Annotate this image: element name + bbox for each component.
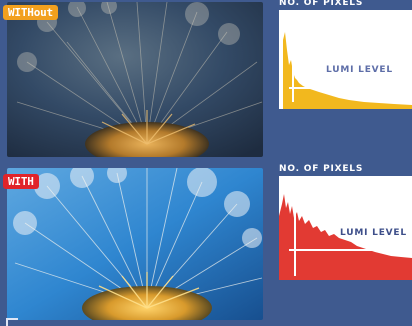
dandelion-photo-dark (7, 2, 263, 157)
histogram-with (279, 176, 412, 280)
badge-without: WITHout (3, 5, 58, 20)
histogram-ylabel-bottom: NO. OF PIXELS (279, 164, 364, 174)
corner-mark (6, 318, 18, 326)
dandelion-photo-bright (7, 168, 263, 320)
histogram-chart-top (283, 10, 412, 109)
photo-without-effect (7, 2, 263, 157)
histogram-ylabel-top: NO. OF PIXELS (279, 0, 364, 8)
photo-with-effect (7, 168, 263, 320)
histogram-without (279, 10, 412, 109)
histogram-fill-top (283, 32, 412, 109)
histogram-xlabel-top: LUMI LEVEL (326, 65, 393, 75)
histogram-chart-bottom (279, 179, 412, 280)
histogram-fill-bottom (279, 194, 412, 280)
badge-with: WITH (3, 174, 39, 189)
histogram-xlabel-bottom: LUMI LEVEL (340, 228, 407, 238)
